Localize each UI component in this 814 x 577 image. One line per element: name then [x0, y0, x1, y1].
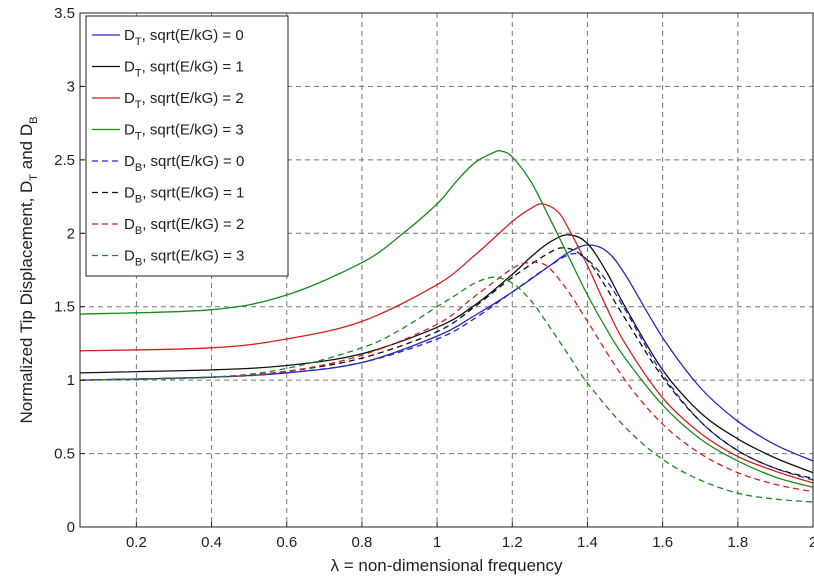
legend-entry-6: DB, sqrt(E/kG) = 1: [124, 185, 244, 206]
legend-entry-main: D: [124, 185, 135, 202]
x-tick-label: 1: [433, 534, 441, 551]
legend-entry-rest: , sqrt(E/kG) = 1: [142, 59, 244, 76]
legend-entry-rest: , sqrt(E/kG) = 1: [142, 185, 244, 202]
plot-frame: [79, 12, 814, 528]
legend-entry-main: D: [124, 122, 135, 139]
x-tick-label: 2: [809, 534, 814, 551]
legend-entry-1: DT, sqrt(E/kG) = 0: [124, 27, 244, 48]
legend-entry-sub: B: [135, 257, 142, 269]
legend-entry-7: DB, sqrt(E/kG) = 2: [124, 216, 244, 237]
legend-entry-2: DT, sqrt(E/kG) = 1: [124, 59, 244, 80]
x-tick-label: 1.8: [727, 534, 748, 551]
legend: DT, sqrt(E/kG) = 0DT, sqrt(E/kG) = 1DT, …: [85, 15, 289, 277]
y-axis-label-mid: and D: [17, 124, 36, 174]
legend-entry-sub: T: [135, 131, 142, 143]
x-tick-label: 0.8: [351, 534, 372, 551]
y-tick-label: 2.5: [54, 152, 75, 169]
legend-entry-main: D: [124, 59, 135, 76]
y-axis-label-main: Normalized Tip Displacement, D: [17, 181, 36, 424]
x-tick-label: 1.4: [577, 534, 598, 551]
legend-entry-main: D: [124, 153, 135, 170]
x-axis-label: λ = non-dimensional frequency: [331, 556, 563, 575]
legend-entry-sub: T: [135, 36, 142, 48]
series-line-8: [79, 276, 814, 503]
legend-entry-sub: T: [135, 99, 142, 111]
y-tick-label: 2: [67, 225, 75, 242]
legend-entry-4: DT, sqrt(E/kG) = 3: [124, 122, 244, 143]
legend-entry-main: D: [124, 90, 135, 107]
x-tick-label: 0.4: [201, 534, 222, 551]
legend-entry-rest: , sqrt(E/kG) = 2: [142, 216, 244, 233]
y-tick-label: 0.5: [54, 446, 75, 463]
legend-entry-main: D: [124, 216, 135, 233]
series-line-4: [79, 150, 814, 488]
legend-entry-sub: T: [135, 68, 142, 80]
series-line-7: [79, 261, 814, 493]
series-line-3: [79, 203, 814, 484]
legend-entry-sub: B: [135, 225, 142, 237]
legend-entry-main: D: [124, 248, 135, 265]
y-axis-label-sub-t: T: [28, 174, 40, 181]
legend-entry-rest: , sqrt(E/kG) = 3: [142, 122, 244, 139]
legend-entry-rest: , sqrt(E/kG) = 0: [142, 27, 244, 44]
x-tick-label: 1.6: [652, 534, 673, 551]
legend-entry-rest: , sqrt(E/kG) = 0: [142, 153, 244, 170]
legend-entry-rest: , sqrt(E/kG) = 3: [142, 248, 244, 265]
x-tick-label: 0.6: [276, 534, 297, 551]
legend-entry-5: DB, sqrt(E/kG) = 0: [124, 153, 244, 174]
y-axis-label: Normalized Tip Displacement, DT and DB: [17, 117, 40, 424]
y-tick-label: 1.5: [54, 299, 75, 316]
legend-box: [85, 15, 289, 277]
y-axis-label-sub-b: B: [28, 117, 40, 124]
y-tick-label: 3: [67, 78, 75, 95]
legend-entry-3: DT, sqrt(E/kG) = 2: [124, 90, 244, 111]
x-tick-label: 0.2: [126, 534, 147, 551]
legend-entry-8: DB, sqrt(E/kG) = 3: [124, 248, 244, 269]
series-line-2: [79, 234, 814, 474]
series-group: [79, 150, 814, 503]
legend-entry-rest: , sqrt(E/kG) = 2: [142, 90, 244, 107]
legend-entry-sub: B: [135, 194, 142, 206]
y-tick-label: 3.5: [54, 5, 75, 22]
x-tick-label: 1.2: [502, 534, 523, 551]
legend-entry-sub: B: [135, 162, 142, 174]
series-line-5: [79, 252, 814, 481]
tick-labels: 0.2 0.4 0.6 0.8 1 1.2 1.4 1.6 1.8 2 0 0.5 1 1.5 2 2.5 3 3…: [54, 5, 814, 551]
legend-entry-main: D: [124, 27, 135, 44]
y-tick-label: 0: [67, 519, 75, 536]
y-tick-label: 1: [67, 372, 75, 389]
